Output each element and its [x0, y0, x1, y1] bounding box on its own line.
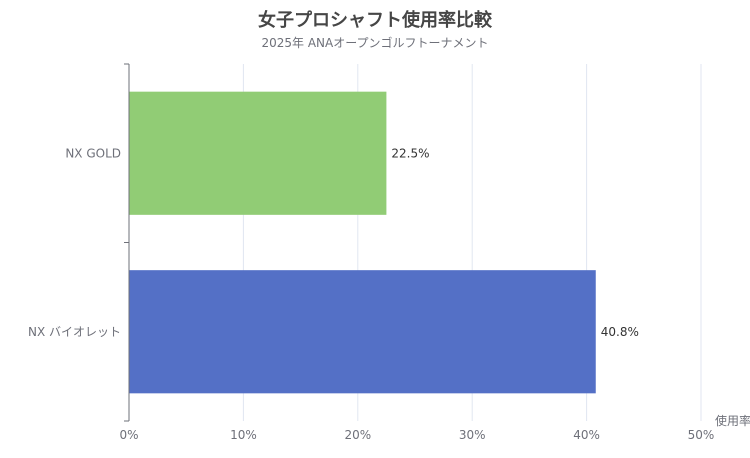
x-tick-label: 20% [344, 428, 371, 442]
bars [129, 91, 596, 394]
x-tick-label: 30% [459, 428, 486, 442]
x-tick-label: 50% [688, 428, 715, 442]
x-tick-label: 0% [119, 428, 138, 442]
y-tick-label: NX GOLD [65, 146, 121, 160]
x-axis-label: 使用率 [715, 413, 750, 428]
chart-title: 女子プロシャフト使用率比較 [258, 10, 492, 31]
x-tick-label: 10% [230, 428, 257, 442]
axes: 0% 10% 20% 30% 40% 50%使用率 [119, 63, 750, 442]
bar [129, 91, 387, 215]
bar [129, 270, 596, 394]
x-tick-label: 40% [573, 428, 600, 442]
data-label: 22.5% [391, 146, 429, 160]
chart-subtitle: 2025年 ANAオープンゴルフトーナメント [261, 36, 489, 50]
data-label: 40.8% [601, 325, 639, 339]
y-tick-label: NX バイオレット [28, 325, 121, 339]
labels: NX GOLD 22.5% NX バイオレット 40.8% [28, 146, 639, 339]
